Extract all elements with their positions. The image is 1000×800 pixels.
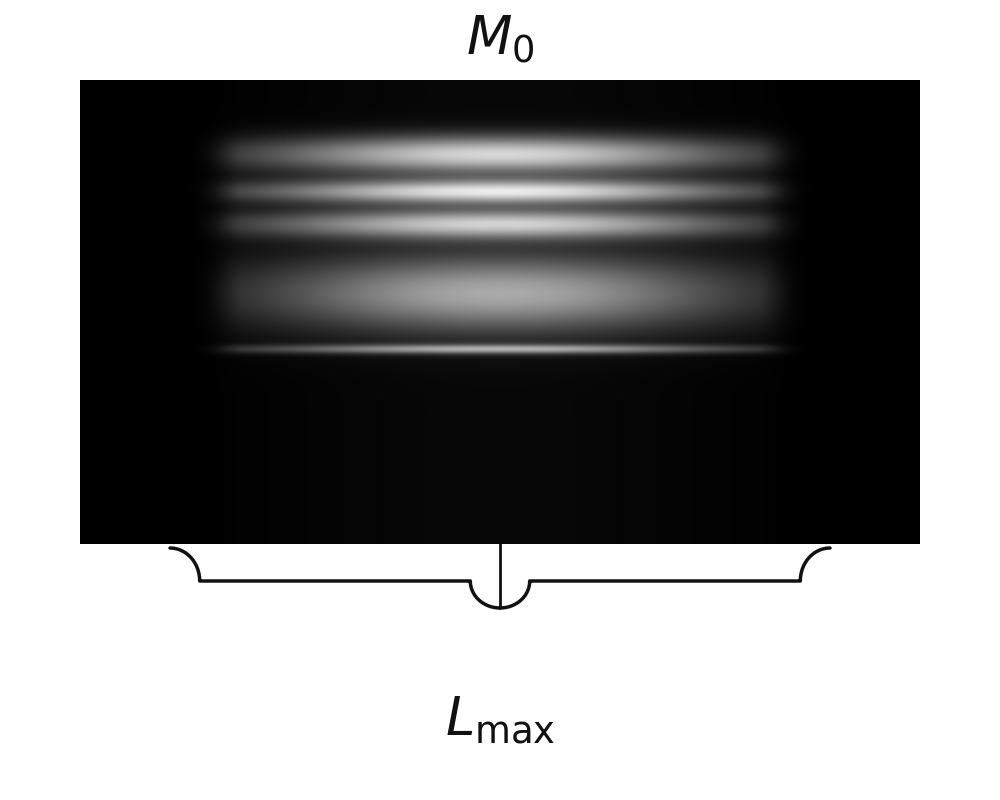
Text: $L_{\mathrm{max}}$: $L_{\mathrm{max}}$ bbox=[445, 694, 555, 746]
Text: $M_0$: $M_0$ bbox=[466, 14, 534, 66]
